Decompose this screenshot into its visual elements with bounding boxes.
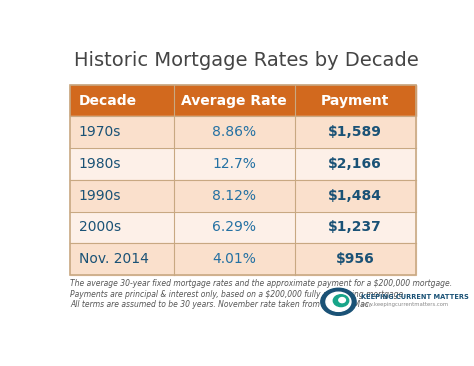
Text: KEEPING CURRENT MATTERS: KEEPING CURRENT MATTERS [361,294,469,300]
Text: 8.12%: 8.12% [212,189,256,203]
Text: $1,237: $1,237 [328,220,382,235]
Text: 1970s: 1970s [79,125,121,139]
Text: Payment: Payment [321,94,389,108]
Circle shape [326,292,351,311]
Circle shape [339,298,346,303]
Text: $956: $956 [336,252,374,266]
Text: Historic Mortgage Rates by Decade: Historic Mortgage Rates by Decade [74,51,419,70]
Text: $1,484: $1,484 [328,189,382,203]
Text: 1990s: 1990s [79,189,121,203]
Text: Average Rate: Average Rate [182,94,287,108]
Text: $2,166: $2,166 [328,157,382,171]
Circle shape [333,295,349,307]
Text: The average 30-year fixed mortgage rates and the approximate payment for a $200,: The average 30-year fixed mortgage rates… [70,279,452,309]
Text: Nov. 2014: Nov. 2014 [79,252,149,266]
Text: 1980s: 1980s [79,157,121,171]
Text: 12.7%: 12.7% [212,157,256,171]
Text: $1,589: $1,589 [328,125,382,139]
Text: www.keepingcurrentmatters.com: www.keepingcurrentmatters.com [361,302,449,307]
Text: 8.86%: 8.86% [212,125,256,139]
Text: 2000s: 2000s [79,220,121,235]
Text: 6.29%: 6.29% [212,220,256,235]
Circle shape [321,288,356,315]
Text: 4.01%: 4.01% [212,252,256,266]
Text: Decade: Decade [79,94,137,108]
